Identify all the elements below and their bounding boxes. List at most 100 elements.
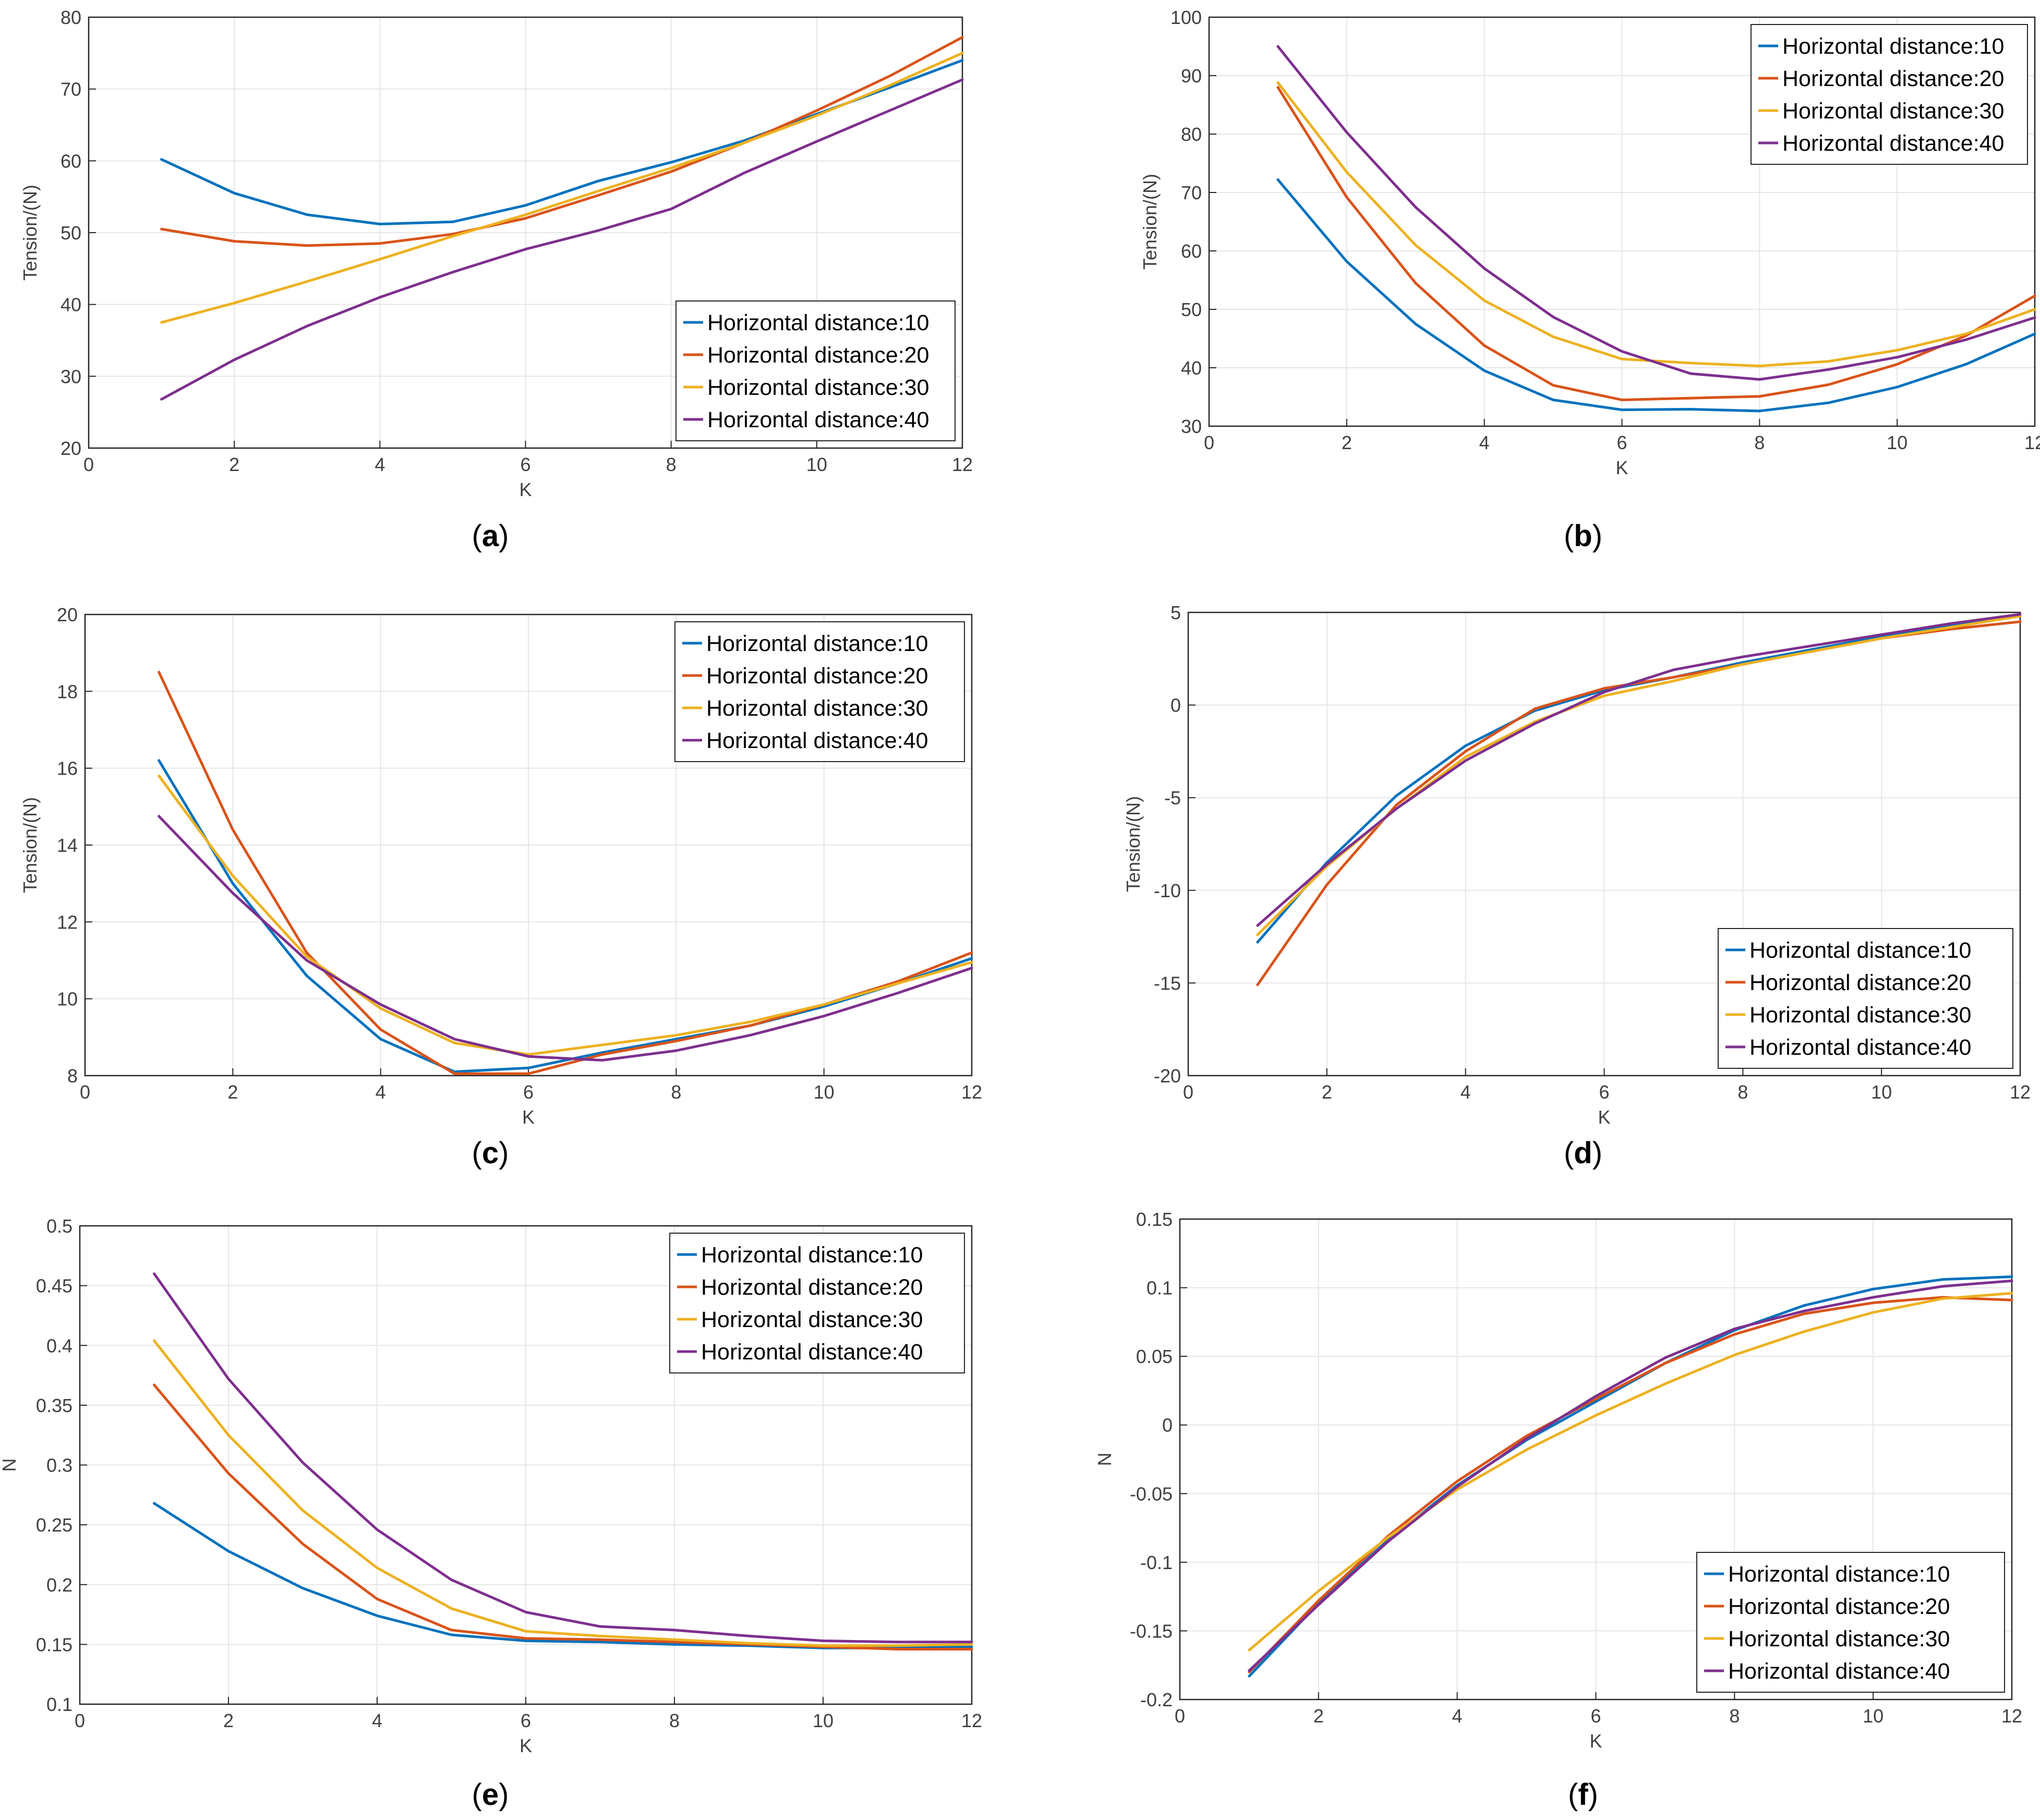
panel-e-caption: (e) bbox=[472, 1778, 509, 1812]
panel-b-legend-entry: Horizontal distance:20 bbox=[1782, 66, 2004, 91]
panel-e-y-tick-label: 0.1 bbox=[46, 1694, 73, 1715]
panel-a-series-1-point bbox=[160, 158, 163, 161]
panel-a-series-3-point bbox=[378, 258, 381, 261]
panel-f-caption-letter: f bbox=[1578, 1778, 1588, 1812]
panel-c-series-4-point bbox=[453, 1038, 456, 1041]
panel-d-y-tick-label: -20 bbox=[1154, 1065, 1181, 1087]
panel-f-series-2-point bbox=[1525, 1435, 1528, 1438]
panel-c-caption-close-paren: ) bbox=[499, 1136, 509, 1170]
panel-d-caption: (d) bbox=[1564, 1136, 1602, 1170]
panel-a-series-1-point bbox=[451, 220, 454, 223]
panel-c-series-line-3 bbox=[158, 775, 972, 1056]
panel-d-y-tick-label: 0 bbox=[1170, 695, 1181, 716]
panel-e-series-4-point bbox=[747, 1634, 750, 1637]
panel-b-x-tick-label: 4 bbox=[1479, 432, 1490, 453]
panel-b-y-tick-label: 60 bbox=[1181, 240, 1202, 262]
panel-c-series-1-point bbox=[158, 759, 161, 762]
panel-f-series-3-point bbox=[2010, 1292, 2013, 1295]
panel-e-series-1-point bbox=[524, 1639, 527, 1642]
panel-a-series-4-point bbox=[524, 248, 527, 251]
panel-f-series-4-point bbox=[1663, 1356, 1667, 1359]
panel-c-series-4-point bbox=[674, 1049, 678, 1052]
panel-d-series-4-point bbox=[1949, 622, 1952, 625]
panel-a-series-line-3 bbox=[161, 52, 963, 324]
panel-e-series-2-point bbox=[153, 1383, 155, 1387]
panel-d-legend bbox=[1718, 928, 2013, 1069]
panel-f-x-tick-label: 8 bbox=[1729, 1705, 1740, 1727]
panel-a-series-1-point bbox=[524, 204, 527, 207]
panel-a-series-2-point bbox=[670, 170, 673, 173]
panel-d-x-tick-label: 0 bbox=[1183, 1081, 1193, 1103]
panel-a-series-2-point bbox=[378, 242, 381, 245]
panel-c-series-1-point bbox=[527, 1066, 530, 1069]
panel-d-legend-entry: Horizontal distance:40 bbox=[1749, 1035, 1971, 1060]
panel-e-series-4-point bbox=[524, 1610, 527, 1613]
panel-f-chart: 0 2 4 6 8 10 12 -0.2 -0.15 -0.1 -0.05 0 0.05 0.1 0.15 K… bbox=[1094, 1209, 2022, 1812]
panel-d-series-2-point bbox=[1672, 676, 1675, 679]
panel-d-series-4-point bbox=[1741, 655, 1744, 658]
panel-c-series-4-point bbox=[970, 967, 973, 970]
panel-d-series-4-point bbox=[1325, 863, 1329, 866]
panel-c-series-1-point bbox=[970, 957, 973, 960]
panel-d-series-3-point bbox=[1464, 755, 1467, 758]
panel-b-series-3-point bbox=[1483, 299, 1486, 302]
panel-e-series-1-point bbox=[970, 1645, 973, 1648]
panel-c-series-2-point bbox=[453, 1072, 456, 1075]
panel-c-series-3-point bbox=[231, 874, 234, 877]
panel-e-series-2-point bbox=[301, 1542, 304, 1546]
panel-c-series-2-point bbox=[158, 671, 161, 673]
panel-e-series-2-point bbox=[896, 1648, 899, 1651]
panel-c-x-tick-label: 4 bbox=[376, 1081, 386, 1103]
panel-b-series-3-point bbox=[1758, 365, 1761, 368]
panel-e-legend-entry: Horizontal distance:40 bbox=[701, 1340, 923, 1365]
panel-a-legend-entry: Horizontal distance:40 bbox=[707, 407, 929, 432]
panel-e-x-tick-label: 0 bbox=[75, 1710, 85, 1731]
panel-e-series-1-point bbox=[376, 1614, 379, 1617]
panel-b-series-2-point bbox=[1896, 363, 1899, 366]
panel-c-series-2-point bbox=[527, 1072, 530, 1075]
panel-c-legend-entry: Horizontal distance:40 bbox=[706, 728, 928, 753]
panel-e-series-3-point bbox=[450, 1607, 453, 1610]
panel-e-series-3-point bbox=[599, 1634, 601, 1637]
panel-b-x-tick-label: 2 bbox=[1342, 432, 1352, 453]
panel-e-series-1-point bbox=[227, 1550, 230, 1553]
panel-e-x-tick-label: 4 bbox=[372, 1710, 382, 1731]
panel-c-series-2-point bbox=[674, 1040, 678, 1043]
panel-e-series-3-point bbox=[376, 1566, 379, 1570]
panel-a-legend bbox=[675, 300, 956, 441]
panel-d-caption-close-paren: ) bbox=[1592, 1136, 1602, 1170]
panel-b-series-3-point bbox=[1552, 335, 1555, 339]
panel-b-chart: 0 2 4 6 8 10 12 30 40 50 60 70 80 90 100 K Tension/(N) Ho… bbox=[1139, 7, 2040, 553]
panel-d-y-tick-label: 5 bbox=[1170, 602, 1181, 623]
panel-f-series-2-point bbox=[1456, 1480, 1459, 1483]
panel-f-series-line-4 bbox=[1248, 1279, 2012, 1672]
panel-f-series-3-point bbox=[1317, 1589, 1320, 1593]
panel-e-x-tick-label: 12 bbox=[961, 1710, 982, 1731]
panel-b-legend-entry: Horizontal distance:10 bbox=[1782, 34, 2004, 59]
panel-a-series-4-point bbox=[451, 271, 454, 274]
panel-c-series-4-point bbox=[527, 1055, 530, 1058]
panel-e-series-1-point bbox=[301, 1587, 304, 1590]
panel-e-series-2-point bbox=[970, 1648, 973, 1651]
panel-f-legend bbox=[1696, 1552, 2005, 1693]
panel-a-series-4-point bbox=[233, 358, 236, 361]
panel-f-series-1-point bbox=[1595, 1400, 1597, 1403]
panel-b-series-3-point bbox=[1621, 357, 1623, 360]
panel-d-chart: 0 2 4 6 8 10 12 -20 -15 -10 -5 0 5 K Tension/(N) Horizo… bbox=[1122, 602, 2031, 1170]
panel-b-x-tick-label: 0 bbox=[1204, 432, 1214, 453]
panel-d-series-3-point bbox=[1949, 625, 1952, 629]
panel-a-y-tick-label: 30 bbox=[61, 366, 81, 387]
panel-c-series-2-point bbox=[231, 828, 234, 831]
panel-f-series-4-point bbox=[1802, 1309, 1805, 1312]
panel-a-caption: (a) bbox=[472, 519, 509, 553]
panel-e-series-2-point bbox=[376, 1597, 379, 1600]
panel-b-y-tick-label: 50 bbox=[1181, 299, 1202, 320]
panel-d-series-4-point bbox=[1464, 759, 1467, 762]
panel-f-y-tick-label: -0.2 bbox=[1140, 1689, 1173, 1710]
panel-e-series-3-point bbox=[301, 1509, 304, 1512]
panel-d-x-tick-label: 4 bbox=[1460, 1081, 1471, 1103]
panel-a-series-4-point bbox=[670, 208, 673, 211]
panel-c-series-3-point bbox=[601, 1043, 604, 1046]
panel-c-y-tick-label: 12 bbox=[57, 911, 78, 933]
panel-f-series-3-point bbox=[1525, 1448, 1528, 1451]
